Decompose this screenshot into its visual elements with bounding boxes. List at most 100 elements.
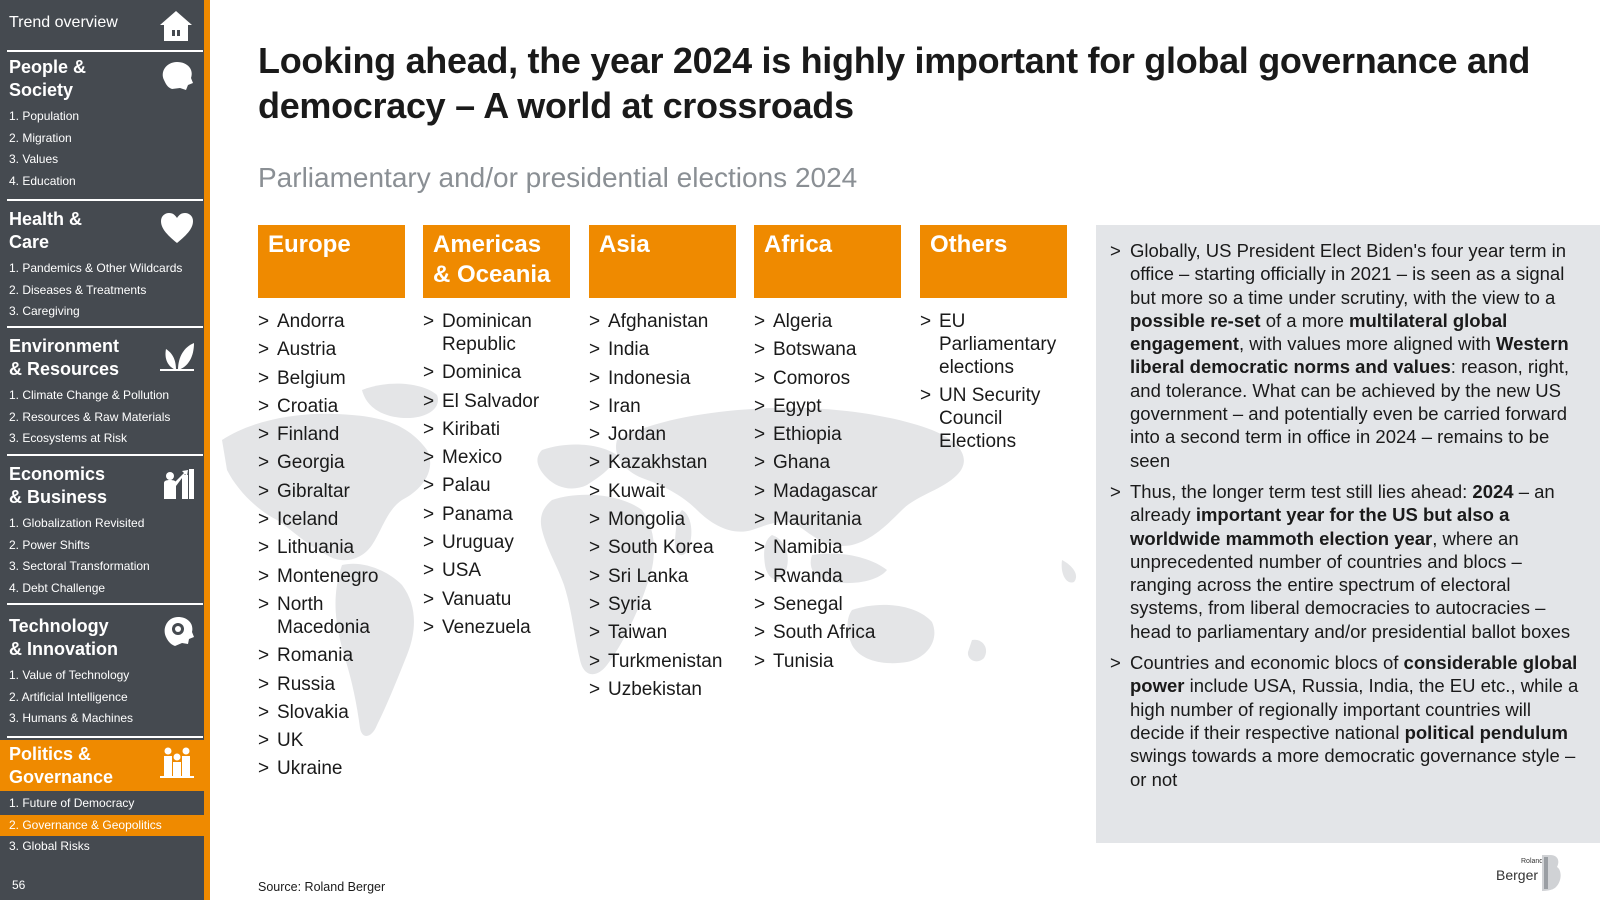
sidebar-subitem[interactable]: 2. Migration bbox=[9, 130, 72, 145]
country-item: Mongolia bbox=[589, 508, 736, 531]
country-item: Mauritania bbox=[754, 508, 901, 531]
home-icon bbox=[160, 11, 192, 41]
country-item: Sri Lanka bbox=[589, 565, 736, 588]
country-item: Turkmenistan bbox=[589, 650, 736, 673]
country-item: Rwanda bbox=[754, 565, 901, 588]
sidebar-subitem-active[interactable]: 2. Governance & Geopolitics bbox=[0, 814, 204, 836]
sidebar: Trend overview People & Society 1. Popula… bbox=[0, 0, 210, 900]
country-list: Dominican Republic Dominica El Salvador … bbox=[423, 310, 570, 639]
election-item: EU Parliamentary elections bbox=[920, 310, 1060, 379]
region-column-africa: Africa Algeria Botswana Comoros Egypt Et… bbox=[754, 225, 901, 678]
leaf-icon bbox=[160, 343, 194, 371]
country-item: Lithuania bbox=[258, 536, 405, 559]
gear-head-icon bbox=[164, 617, 194, 646]
sidebar-section-environment-resources[interactable]: Environment & Resources 1. Climate Change… bbox=[0, 335, 204, 450]
country-item: Madagascar bbox=[754, 480, 901, 503]
sidebar-subitem[interactable]: 1. Globalization Revisited bbox=[9, 516, 145, 530]
country-item: South Africa bbox=[754, 621, 901, 644]
commentary-paragraph: Globally, US President Elect Biden's fou… bbox=[1110, 239, 1580, 472]
sidebar-divider bbox=[7, 736, 203, 738]
sidebar-subitem[interactable]: 2. Artificial Intelligence bbox=[9, 689, 128, 704]
sidebar-subitem[interactable]: 3. Humans & Machines bbox=[9, 711, 134, 725]
sidebar-subitem[interactable]: 4. Education bbox=[9, 173, 76, 188]
region-header: Africa bbox=[754, 225, 901, 298]
country-item: Kiribati bbox=[423, 418, 570, 441]
country-item: Taiwan bbox=[589, 621, 736, 644]
sidebar-subitem[interactable]: 3. Values bbox=[9, 152, 59, 166]
sidebar-subitem[interactable]: 1. Population bbox=[9, 109, 80, 123]
region-header: Europe bbox=[258, 225, 405, 298]
commentary-box: Globally, US President Elect Biden's fou… bbox=[1096, 225, 1600, 843]
country-item: South Korea bbox=[589, 536, 736, 559]
country-item: Gibraltar bbox=[258, 480, 405, 503]
country-item: Palau bbox=[423, 474, 570, 497]
region-header: Others bbox=[920, 225, 1067, 298]
heart-icon bbox=[161, 213, 193, 243]
sidebar-section-title: Politics & Governance bbox=[9, 744, 114, 787]
sidebar-subitem[interactable]: 2. Resources & Raw Materials bbox=[9, 409, 171, 424]
business-chart-icon bbox=[164, 469, 194, 499]
country-item: Comoros bbox=[754, 367, 901, 390]
country-item: Indonesia bbox=[589, 367, 736, 390]
sidebar-subitem[interactable]: 3. Caregiving bbox=[9, 304, 80, 318]
country-item: Montenegro bbox=[258, 565, 405, 588]
commentary-paragraph: Countries and economic blocs of consider… bbox=[1110, 651, 1580, 791]
sidebar-subitem[interactable]: 3. Sectoral Transformation bbox=[9, 559, 150, 573]
country-item: Senegal bbox=[754, 593, 901, 616]
sidebar-subitem[interactable]: 1. Future of Democracy bbox=[0, 793, 204, 815]
sidebar-section-people-society[interactable]: People & Society 1. Population 2. Migrati… bbox=[0, 56, 204, 192]
country-item: Botswana bbox=[754, 338, 901, 361]
country-item: Georgia bbox=[258, 451, 405, 474]
sidebar-section-title: Technology & Innovation bbox=[9, 616, 118, 659]
country-item: Ghana bbox=[754, 451, 901, 474]
country-item: Iran bbox=[589, 395, 736, 418]
sidebar-subitem[interactable]: 2. Diseases & Treatments bbox=[9, 282, 147, 297]
sidebar-section-politics-governance[interactable]: Politics & Governance 1. Future of Democr… bbox=[0, 740, 204, 858]
country-item: Venezuela bbox=[423, 616, 570, 639]
region-column-americas-oceania: Americas& Oceania Dominican Republic Dom… bbox=[423, 225, 570, 644]
country-item: Uzbekistan bbox=[589, 678, 736, 701]
sidebar-subitem[interactable]: 3. Ecosystems at Risk bbox=[9, 431, 128, 445]
region-header: Americas & Oceania bbox=[423, 225, 570, 298]
election-item: UN Security Council Elections bbox=[920, 384, 1050, 453]
country-item: Kuwait bbox=[589, 480, 736, 503]
country-item: El Salvador bbox=[423, 390, 570, 413]
country-item: Belgium bbox=[258, 367, 405, 390]
country-item: Dominica bbox=[423, 361, 570, 384]
sidebar-section-health-care[interactable]: Health & Care 1. Pandemics & Other Wildca… bbox=[0, 208, 204, 323]
sidebar-divider bbox=[7, 199, 203, 201]
sidebar-subitem[interactable]: 2. Power Shifts bbox=[9, 537, 90, 552]
country-item: Panama bbox=[423, 503, 570, 526]
country-item: Croatia bbox=[258, 395, 405, 418]
sidebar-subitem[interactable]: 3. Global Risks bbox=[9, 839, 90, 853]
logo-b-icon bbox=[1542, 855, 1561, 891]
country-item: India bbox=[589, 338, 736, 361]
sidebar-section-economics-business[interactable]: Economics & Business 1. Globalization Rev… bbox=[0, 463, 204, 599]
country-list: Algeria Botswana Comoros Egypt Ethiopia … bbox=[754, 310, 901, 673]
sidebar-subitem[interactable]: 1. Climate Change & Pollution bbox=[9, 388, 170, 402]
country-item: Jordan bbox=[589, 423, 736, 446]
sidebar-subitem[interactable]: 4. Debt Challenge bbox=[9, 580, 106, 595]
country-item: Uruguay bbox=[423, 531, 570, 554]
head-icon bbox=[162, 62, 193, 90]
page-subtitle: Parliamentary and/or presidential electi… bbox=[258, 162, 858, 193]
country-item: Slovakia bbox=[258, 701, 405, 724]
country-item: Mexico bbox=[423, 446, 570, 469]
page-number: 56 bbox=[12, 878, 26, 892]
sidebar-subitem[interactable]: 1. Pandemics & Other Wildcards bbox=[9, 261, 183, 275]
sidebar-subitem[interactable]: 1. Value of Technology bbox=[9, 668, 130, 682]
region-column-asia: Asia Afghanistan India Indonesia Iran Jo… bbox=[589, 225, 736, 706]
country-item: Romania bbox=[258, 644, 405, 667]
country-item: USA bbox=[423, 559, 570, 582]
sidebar-item-trend-overview[interactable]: Trend overview bbox=[0, 0, 203, 50]
region-header: Asia bbox=[589, 225, 736, 298]
country-item: Egypt bbox=[754, 395, 901, 418]
sidebar-section-technology-innovation[interactable]: Technology & Innovation 1. Value of Techn… bbox=[0, 615, 204, 730]
region-column-others: Others EU Parliamentary elections UN Sec… bbox=[920, 225, 1067, 459]
country-item: UK bbox=[258, 729, 405, 752]
sidebar-divider bbox=[7, 50, 203, 52]
sidebar-section-title: Health & Care bbox=[9, 209, 83, 252]
country-item: Afghanistan bbox=[589, 310, 736, 333]
roland-berger-logo: Roland Berger bbox=[1495, 855, 1561, 893]
sidebar-section-title: Economics & Business bbox=[9, 464, 108, 507]
